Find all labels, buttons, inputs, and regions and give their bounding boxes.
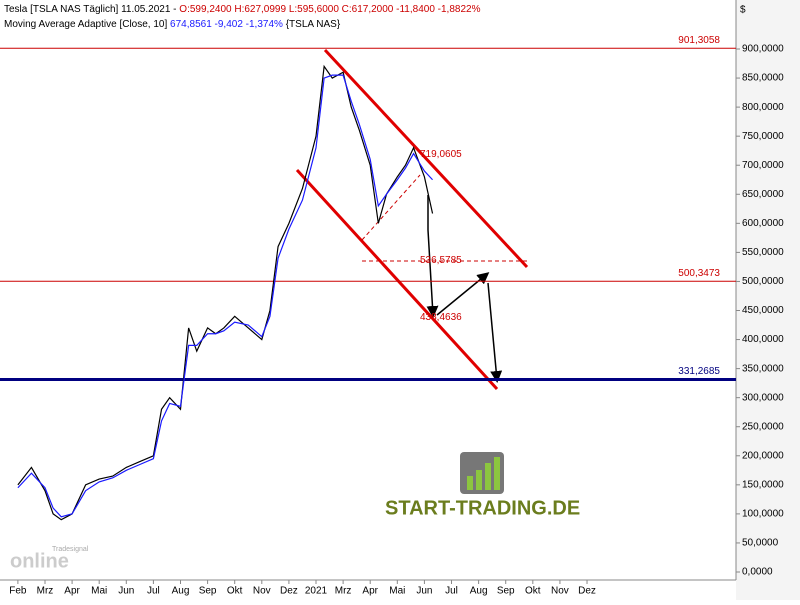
y-tick-label: 450,0000: [742, 305, 784, 316]
y-tick-label: 350,0000: [742, 363, 784, 374]
x-tick-label: Jun: [416, 586, 432, 597]
y-tick-label: 650,0000: [742, 189, 784, 200]
annotation: 719,0605: [420, 149, 462, 160]
level-label: 331,2685: [678, 366, 720, 377]
x-tick-label: Apr: [64, 586, 80, 597]
level-label: 500,3473: [678, 268, 720, 279]
annotation: 536,5785: [420, 255, 462, 266]
indicator-name: Moving Average Adaptive [Close, 10]: [4, 19, 167, 30]
y-tick-label: 550,0000: [742, 247, 784, 258]
y-tick-label: 700,0000: [742, 160, 784, 171]
x-tick-label: Sep: [497, 586, 515, 597]
header-instrument: Tesla [TSLA NAS Täglich] 11.05.2021 -: [4, 4, 177, 15]
x-tick-label: Feb: [9, 586, 27, 597]
x-tick-label: Apr: [362, 586, 378, 597]
y-axis-panel: [736, 0, 800, 600]
x-tick-label: Mrz: [335, 586, 352, 597]
x-tick-label: Mrz: [37, 586, 54, 597]
x-tick-label: Dez: [578, 586, 596, 597]
price-line: [17, 64, 434, 521]
x-tick-label: Jul: [147, 586, 160, 597]
y-tick-label: 600,0000: [742, 218, 784, 229]
x-tick-label: Mai: [91, 586, 107, 597]
indicator-source: {TSLA NAS}: [286, 19, 341, 30]
y-tick-label: 750,0000: [742, 131, 784, 142]
x-tick-label: Okt: [525, 586, 541, 597]
x-tick-label: 2021: [305, 586, 328, 597]
y-tick-label: 150,0000: [742, 479, 784, 490]
header-ohlc: O:599,2400 H:627,0999 L:595,6000 C:617,2…: [179, 4, 480, 15]
level-label: 901,3058: [678, 35, 720, 46]
brand: online: [10, 550, 69, 572]
x-tick-label: Okt: [227, 586, 243, 597]
y-tick-label: 400,0000: [742, 334, 784, 345]
header-line: Tesla [TSLA NAS Täglich] 11.05.2021 - O:…: [4, 4, 481, 15]
dashed-trend: [361, 174, 421, 241]
y-tick-label: 0,0000: [742, 567, 773, 578]
watermark: START-TRADING.DE: [385, 497, 580, 519]
x-tick-label: Sep: [199, 586, 217, 597]
arrow-down: [426, 195, 439, 318]
indicator-line: Moving Average Adaptive [Close, 10] 674,…: [4, 19, 341, 30]
y-tick-label: 800,0000: [742, 102, 784, 113]
y-tick-label: 500,0000: [742, 276, 784, 287]
y-tick-label: 50,0000: [742, 538, 779, 549]
x-tick-label: Nov: [253, 586, 271, 597]
y-tick-label: 300,0000: [742, 392, 784, 403]
x-tick-label: Dez: [280, 586, 298, 597]
x-tick-label: Nov: [551, 586, 569, 597]
currency: $: [740, 5, 746, 16]
y-tick-label: 200,0000: [742, 450, 784, 461]
arrow-down-2: [487, 282, 503, 383]
channel-lower: [295, 168, 499, 391]
y-tick-label: 850,0000: [742, 73, 784, 84]
logo-icon: [460, 452, 504, 494]
price-line: [17, 74, 433, 518]
annotation: 438,4636: [420, 312, 462, 323]
x-tick-label: Jul: [445, 586, 458, 597]
brand-sub: Tradesignal: [52, 546, 89, 553]
indicator-values: 674,8561 -9,402 -1,374%: [170, 19, 283, 30]
x-tick-label: Aug: [172, 586, 190, 597]
channel-upper: [323, 48, 529, 269]
x-tick-label: Aug: [470, 586, 488, 597]
y-tick-label: 250,0000: [742, 421, 784, 432]
y-tick-label: 900,0000: [742, 44, 784, 55]
x-tick-label: Jun: [118, 586, 134, 597]
x-tick-label: Mai: [389, 586, 405, 597]
y-tick-label: 100,0000: [742, 509, 784, 520]
